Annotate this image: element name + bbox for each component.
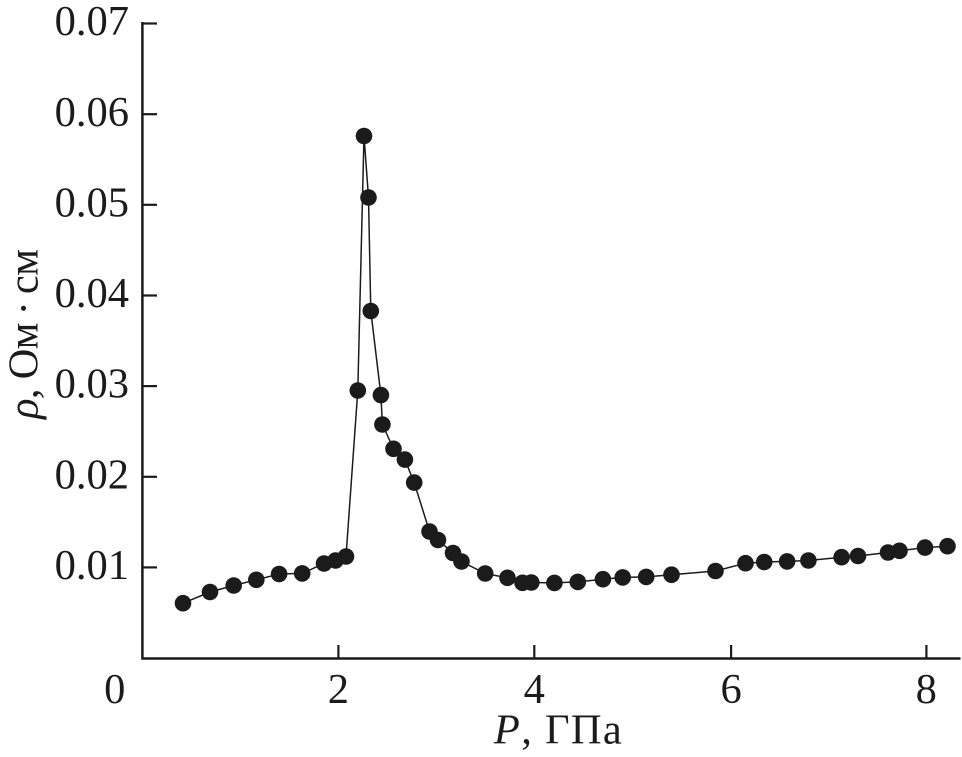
svg-text:0.07: 0.07 bbox=[55, 0, 129, 45]
svg-text:0.01: 0.01 bbox=[55, 542, 129, 589]
svg-text:0.05: 0.05 bbox=[55, 179, 129, 226]
svg-text:0.06: 0.06 bbox=[55, 89, 129, 136]
svg-text:2: 2 bbox=[328, 666, 349, 713]
svg-text:0: 0 bbox=[104, 666, 125, 713]
svg-text:6: 6 bbox=[720, 666, 741, 713]
svg-text:4: 4 bbox=[524, 666, 545, 713]
svg-text:8: 8 bbox=[916, 666, 937, 713]
svg-text:P, ГПа: P, ГПа bbox=[493, 707, 623, 754]
svg-text:ρ, Ом · см: ρ, Ом · см bbox=[1, 250, 48, 421]
svg-text:0.03: 0.03 bbox=[55, 361, 129, 408]
svg-text:0.04: 0.04 bbox=[55, 270, 129, 317]
svg-text:0.02: 0.02 bbox=[55, 451, 129, 498]
